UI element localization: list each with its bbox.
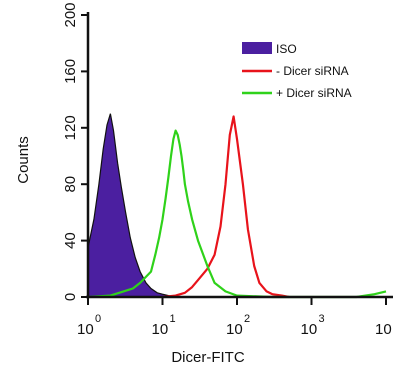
series-iso-area [87,113,176,298]
x-tick-exponent: 0 [95,313,101,325]
legend-label: - Dicer siRNA [276,64,349,78]
x-tick-exponent: 3 [319,313,325,325]
y-tick-label: 80 [62,176,79,193]
series-dicer-sirna-line [162,115,290,299]
y-tick-label: 200 [62,2,79,27]
x-tick-label: 10 [226,321,243,338]
y-tick-label: 160 [62,59,79,84]
y-axis-title: Counts [15,136,32,184]
x-tick-label: 10 [77,321,94,338]
legend-label: + Dicer siRNA [276,86,352,100]
x-tick-label: 10 [152,321,169,338]
y-tick-label: 0 [62,293,79,301]
x-tick-exponent: 1 [170,313,176,325]
series-dicer-sirna-line [87,129,387,299]
x-tick-label: 10 [375,321,392,338]
legend-swatch [242,42,272,54]
series-layer [87,113,387,299]
x-tick-label: 10 [301,321,318,338]
legend: ISO - Dicer siRNA + Dicer siRNA [242,42,352,100]
x-tick-exponent: 2 [244,313,250,325]
y-tick-label: 40 [62,232,79,249]
axes-layer [86,12,393,299]
x-axis-title: Dicer-FITC [171,349,244,366]
y-tick-label: 120 [62,115,79,140]
legend-label: ISO [276,42,297,56]
